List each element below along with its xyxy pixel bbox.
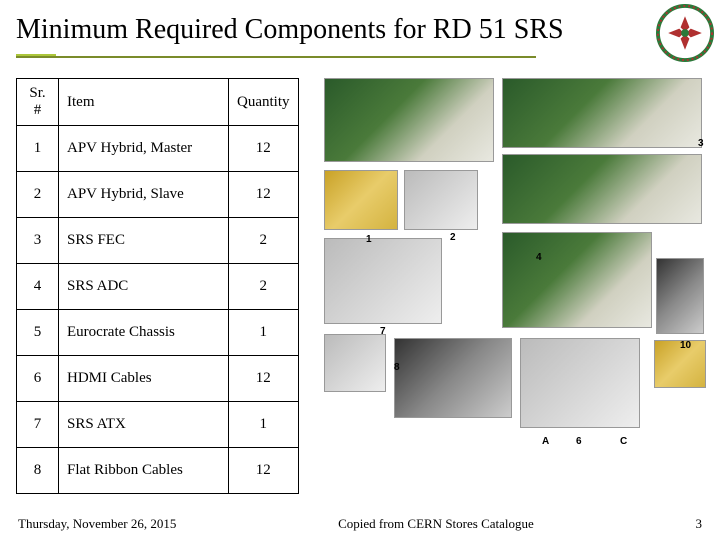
- table-row: 3SRS FEC2: [17, 218, 299, 264]
- page-title: Minimum Required Components for RD 51 SR…: [16, 14, 704, 50]
- title-underline: [16, 56, 536, 58]
- cell-sr: 3: [17, 218, 59, 264]
- cell-qty: 12: [229, 172, 299, 218]
- cell-item: SRS ADC: [59, 264, 229, 310]
- component-image: [520, 338, 640, 428]
- image-label: 6: [576, 436, 582, 447]
- table-row: 7SRS ATX1: [17, 402, 299, 448]
- cell-qty: 2: [229, 264, 299, 310]
- component-image: [502, 232, 652, 328]
- col-sr: Sr. #: [17, 79, 59, 126]
- cell-item: SRS ATX: [59, 402, 229, 448]
- component-image: [502, 154, 702, 224]
- component-image: [324, 170, 398, 230]
- cell-sr: 1: [17, 126, 59, 172]
- image-label: 2: [450, 232, 456, 243]
- image-label: 7: [380, 326, 386, 337]
- component-image: [502, 78, 702, 148]
- image-label: A: [542, 436, 549, 447]
- cell-sr: 7: [17, 402, 59, 448]
- image-label: 8: [394, 362, 400, 373]
- image-label: 1: [366, 234, 372, 245]
- table-row: 1APV Hybrid, Master12: [17, 126, 299, 172]
- cell-item: HDMI Cables: [59, 356, 229, 402]
- cell-qty: 12: [229, 448, 299, 494]
- cell-item: SRS FEC: [59, 218, 229, 264]
- col-item: Item: [59, 79, 229, 126]
- component-image: [394, 338, 512, 418]
- cell-sr: 5: [17, 310, 59, 356]
- image-label: 3: [698, 138, 704, 149]
- cell-qty: 1: [229, 310, 299, 356]
- table-row: 2APV Hybrid, Slave12: [17, 172, 299, 218]
- table-header-row: Sr. # Item Quantity: [17, 79, 299, 126]
- cell-sr: 4: [17, 264, 59, 310]
- cell-qty: 2: [229, 218, 299, 264]
- footer-caption: Copied from CERN Stores Catalogue: [176, 516, 695, 532]
- table-row: 6HDMI Cables12: [17, 356, 299, 402]
- cell-item: Eurocrate Chassis: [59, 310, 229, 356]
- component-images-panel: 1 2 3 4 7 8 6 10 A C: [320, 78, 710, 478]
- component-image: [404, 170, 478, 230]
- cell-qty: 12: [229, 356, 299, 402]
- component-image: [324, 334, 386, 392]
- image-label: C: [620, 436, 627, 447]
- cell-qty: 1: [229, 402, 299, 448]
- cell-item: APV Hybrid, Slave: [59, 172, 229, 218]
- table-row: 8Flat Ribbon Cables12: [17, 448, 299, 494]
- col-qty: Quantity: [229, 79, 299, 126]
- table-row: 4SRS ADC2: [17, 264, 299, 310]
- cell-item: APV Hybrid, Master: [59, 126, 229, 172]
- footer-date: Thursday, November 26, 2015: [18, 516, 176, 532]
- component-image: [324, 78, 494, 162]
- components-table: Sr. # Item Quantity 1APV Hybrid, Master1…: [16, 78, 299, 494]
- cell-sr: 6: [17, 356, 59, 402]
- table-row: 5Eurocrate Chassis1: [17, 310, 299, 356]
- component-image: [324, 238, 442, 324]
- cell-item: Flat Ribbon Cables: [59, 448, 229, 494]
- image-label: 4: [536, 252, 542, 263]
- component-image: [656, 258, 704, 334]
- cell-sr: 8: [17, 448, 59, 494]
- cell-qty: 12: [229, 126, 299, 172]
- footer: Thursday, November 26, 2015 Copied from …: [0, 516, 720, 532]
- footer-page: 3: [696, 516, 703, 532]
- image-label: 10: [680, 340, 691, 351]
- cell-sr: 2: [17, 172, 59, 218]
